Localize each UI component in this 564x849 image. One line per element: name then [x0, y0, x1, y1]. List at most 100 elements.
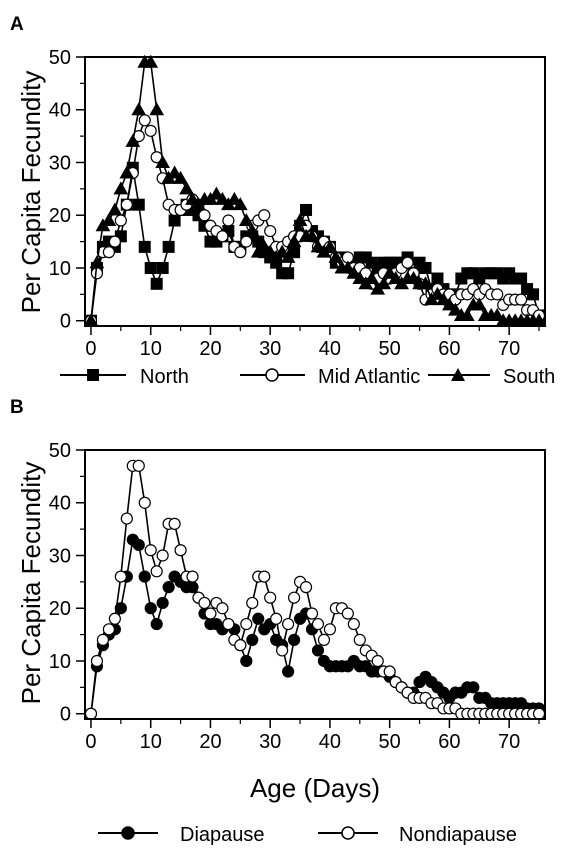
chart-b: Per Capita Fecundity 0 10 20 30 40 50 0 10 20 30…: [16, 440, 546, 803]
data-point-north: [431, 272, 444, 285]
data-point-nondiapause: [222, 617, 235, 631]
legend-diapause-marker: [121, 826, 135, 840]
data-point-diapause: [114, 602, 127, 615]
ytick-label: 20: [49, 598, 71, 620]
data-point-nondiapause: [90, 654, 104, 668]
data-point-south: [143, 54, 159, 68]
data-point-nondiapause: [204, 607, 217, 620]
data-point-south: [125, 133, 141, 147]
data-point-south: [376, 276, 392, 290]
chart-b-xticks: 0 10 20 30 40 50 60 70: [85, 719, 540, 753]
data-point-nondiapause: [383, 665, 396, 678]
data-point-nondiapause: [186, 570, 199, 583]
series-south: [83, 54, 547, 327]
legend-mid-atlantic-marker: [265, 368, 279, 382]
legend-item-nondiapause: Nondiapause: [318, 824, 517, 846]
panel-a-label: A: [10, 14, 24, 35]
xtick-label: 70: [498, 338, 520, 360]
panel-b-label: B: [10, 397, 24, 418]
data-point-nondiapause: [198, 596, 211, 610]
chart-a: Per Capita Fecundity 0 10 20 30 40 50 0 10 20 30…: [16, 47, 547, 360]
legend-nondiapause-marker: [341, 826, 355, 840]
data-point-south: [262, 244, 278, 258]
data-point-nondiapause: [305, 607, 319, 620]
data-point-mid-atlantic: [240, 235, 253, 248]
data-point-nondiapause: [353, 633, 366, 646]
legend-item-diapause: Diapause: [98, 824, 265, 846]
data-point-south: [304, 228, 320, 242]
data-point-south: [274, 244, 290, 258]
data-point-south: [418, 276, 433, 290]
data-point-south: [232, 197, 248, 211]
data-point-south: [119, 165, 135, 179]
data-point-nondiapause: [258, 570, 271, 583]
data-point-mid-atlantic: [144, 124, 157, 137]
data-point-nondiapause: [150, 565, 163, 578]
legend-item-mid-atlantic: Mid Atlantic: [240, 366, 420, 388]
data-point-mid-atlantic: [108, 235, 121, 248]
data-point-south: [238, 212, 254, 227]
xtick-label: 10: [140, 731, 162, 753]
ytick-label: 10: [49, 651, 71, 673]
data-point-south: [215, 191, 230, 205]
xtick-label: 60: [438, 731, 460, 753]
data-point-south: [328, 249, 344, 263]
data-point-south: [101, 212, 117, 227]
xtick-label: 20: [199, 731, 221, 753]
data-point-south: [459, 307, 475, 321]
data-point-mid-atlantic: [102, 246, 115, 259]
data-point-north: [144, 261, 157, 274]
data-point-nondiapause: [156, 549, 169, 562]
legend-south-marker: [451, 368, 465, 381]
data-point-diapause: [132, 538, 145, 552]
data-point-nondiapause: [532, 707, 546, 720]
data-point-nondiapause: [270, 612, 283, 625]
data-point-diapause: [287, 633, 301, 646]
data-point-north: [150, 277, 163, 290]
legend-item-south: South: [428, 366, 555, 388]
legend-b: Diapause Nondiapause: [98, 824, 517, 846]
data-point-diapause: [150, 617, 163, 631]
data-point-diapause: [282, 665, 295, 678]
series-line-nondiapause: [90, 464, 539, 715]
data-point-south: [89, 255, 105, 269]
xtick-label: 40: [319, 731, 341, 753]
data-point-nondiapause: [287, 591, 301, 604]
data-point-mid-atlantic: [234, 246, 247, 259]
legend-south-label: South: [503, 366, 555, 388]
ytick-label: 40: [49, 100, 71, 122]
data-point-south: [209, 186, 224, 200]
ytick-label: 0: [60, 704, 71, 726]
series-mid-atlantic: [84, 114, 546, 327]
data-point-south: [471, 297, 487, 311]
ytick-label: 30: [49, 152, 71, 174]
xtick-label: 50: [379, 731, 401, 753]
data-point-nondiapause: [341, 607, 354, 620]
data-point-mid-atlantic: [222, 214, 235, 227]
data-point-mid-atlantic: [515, 293, 528, 306]
data-point-south: [173, 170, 188, 184]
data-point-south: [436, 292, 451, 306]
xtick-label: 10: [140, 338, 162, 360]
ytick-label: 50: [49, 47, 71, 69]
chart-b-xlabel: Age (Days): [250, 773, 380, 803]
data-point-south: [442, 297, 457, 311]
chart-b-yticks: 0 10 20 30 40 50: [49, 440, 85, 726]
chart-b-plot-frame: [84, 449, 546, 720]
data-point-diapause: [252, 612, 265, 625]
ytick-label: 0: [60, 311, 71, 333]
data-point-diapause: [138, 570, 151, 583]
data-point-north: [300, 203, 313, 216]
data-point-nondiapause: [264, 591, 277, 604]
data-point-north: [156, 261, 169, 274]
data-point-nondiapause: [168, 517, 181, 530]
data-point-south: [340, 260, 356, 274]
data-point-south: [406, 271, 421, 285]
legend-item-north: North: [60, 366, 189, 388]
series-diapause: [84, 533, 546, 720]
data-point-north: [515, 272, 528, 285]
data-point-nondiapause: [347, 617, 360, 631]
legend-mid-atlantic-label: Mid Atlantic: [318, 366, 420, 388]
data-point-south: [352, 271, 368, 285]
